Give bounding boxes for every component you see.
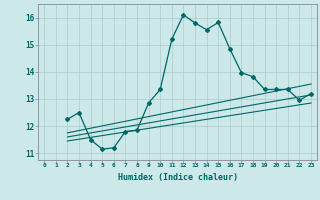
X-axis label: Humidex (Indice chaleur): Humidex (Indice chaleur) bbox=[118, 173, 238, 182]
